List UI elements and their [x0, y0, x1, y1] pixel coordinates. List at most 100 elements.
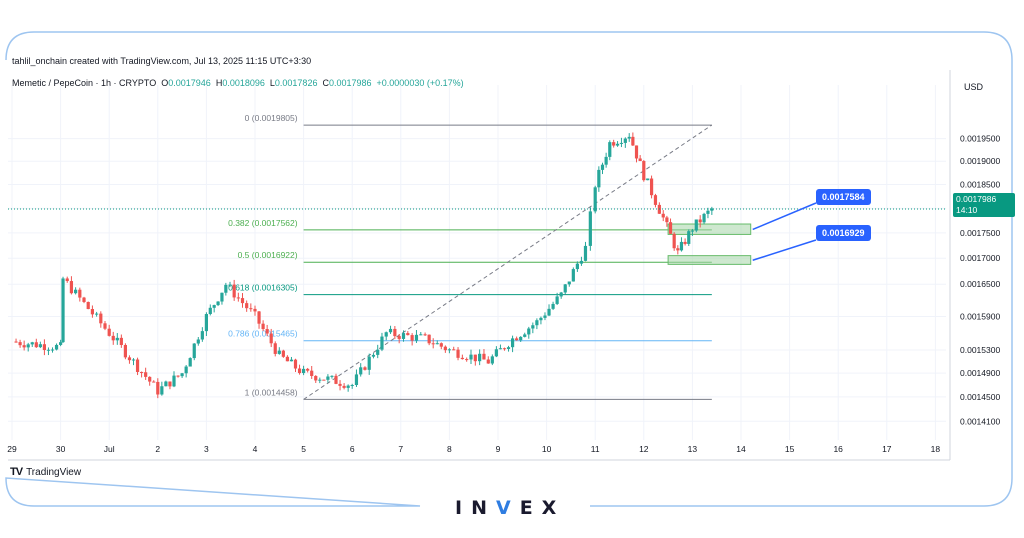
brand-left: IN: [455, 497, 496, 519]
candle-body: [196, 339, 200, 344]
candle-body: [172, 375, 176, 387]
x-tick-label: 5: [301, 444, 306, 454]
fib-level-label: 0.5 (0.0016922): [238, 250, 298, 260]
candle-body: [506, 347, 511, 349]
x-tick-label: Jul: [104, 444, 115, 454]
candle-body: [140, 371, 144, 373]
brand-logo: INVEX: [455, 497, 565, 519]
candle-body: [376, 349, 380, 355]
candle-body: [583, 245, 588, 261]
candle-body: [502, 348, 507, 350]
brand-v: V: [495, 497, 520, 519]
candle-body: [107, 328, 111, 336]
candle-body: [649, 178, 654, 196]
candle-body: [232, 284, 236, 298]
candle-body: [559, 292, 563, 297]
x-tick-label: 18: [931, 444, 941, 454]
candle-body: [631, 136, 635, 146]
close-label: C: [322, 78, 329, 88]
candle-body: [410, 335, 414, 341]
candle-body: [469, 354, 473, 360]
candle-body: [401, 333, 406, 339]
x-tick-label: 12: [639, 444, 649, 454]
candle-body: [447, 349, 451, 351]
callout-upper-zone: 0.0017584: [816, 189, 871, 205]
candle-body: [69, 281, 74, 294]
candle-body: [465, 359, 469, 361]
high-value: 0.0018096: [222, 78, 265, 88]
candle-body: [543, 315, 547, 318]
x-tick-label: 14: [736, 444, 746, 454]
candle-body: [668, 222, 673, 234]
candle-body: [431, 343, 435, 345]
fib-level-label: 0 (0.0019805): [245, 113, 298, 123]
open-value: 0.0017946: [168, 78, 211, 88]
candle-body: [334, 375, 338, 384]
candle-body: [192, 343, 196, 359]
candle-body: [59, 342, 63, 345]
candle-body: [414, 334, 419, 341]
candle-body: [623, 138, 627, 143]
candle-body: [627, 136, 631, 139]
candle-body: [18, 342, 22, 346]
candle-body: [571, 269, 575, 282]
candle-body: [359, 367, 363, 375]
candle-body: [123, 344, 127, 358]
candle-body: [531, 325, 535, 329]
tradingview-mark-icon: TV: [10, 466, 23, 478]
candle-body: [371, 354, 376, 357]
candle-body: [50, 349, 55, 351]
candle-body: [265, 329, 269, 334]
candle-body: [547, 308, 551, 316]
candle-body: [65, 278, 69, 282]
candle-body: [289, 359, 294, 362]
callout-pointer: [752, 239, 817, 261]
candle-body: [111, 335, 115, 341]
candle-body: [615, 143, 620, 146]
candle-body: [510, 338, 515, 348]
candle-body: [490, 356, 494, 364]
close-value: 0.0017986: [328, 78, 372, 88]
candle-body: [397, 336, 401, 339]
fib-level-label: 0.786 (0.0015465): [228, 329, 298, 339]
candle-body: [494, 349, 498, 357]
candle-body: [354, 374, 359, 386]
candle-body: [423, 334, 427, 336]
candle-body: [679, 241, 684, 251]
candle-body: [281, 350, 285, 357]
candle-body: [523, 334, 527, 337]
candle-body: [604, 156, 608, 165]
candle-body: [273, 343, 277, 354]
candle-countdown: 14:10: [956, 205, 978, 215]
candle-body: [245, 303, 249, 309]
candle-body: [160, 386, 164, 395]
candle-body: [563, 284, 567, 293]
candle-body: [261, 323, 265, 330]
tradingview-logo[interactable]: TV TradingView: [10, 466, 81, 478]
callout-lower-zone: 0.0016929: [816, 225, 871, 241]
candle-body: [687, 231, 691, 244]
candle-body: [384, 332, 388, 337]
candle-body: [638, 158, 642, 162]
high-label: H: [215, 78, 223, 88]
x-tick-label: 13: [688, 444, 698, 454]
candle-body: [119, 337, 123, 345]
candle-body: [527, 328, 531, 335]
fib-level-label: 0.618 (0.0016305): [228, 283, 298, 293]
candle-body: [253, 308, 257, 312]
fib-level-label: 0.382 (0.0017562): [228, 218, 298, 228]
candle-body: [363, 367, 367, 370]
low-label: L: [269, 78, 275, 88]
candle-body: [257, 311, 261, 324]
y-tick-label: 0.0018500: [960, 179, 1000, 189]
y-tick-label: 0.0014900: [960, 368, 1000, 378]
candle-body: [90, 309, 95, 315]
candle-body: [452, 349, 456, 351]
candle-body: [597, 169, 601, 188]
x-tick-label: 15: [785, 444, 795, 454]
last-price-value: 0.0017986: [956, 194, 997, 204]
candle-body: [306, 368, 310, 371]
candle-body: [515, 338, 519, 341]
